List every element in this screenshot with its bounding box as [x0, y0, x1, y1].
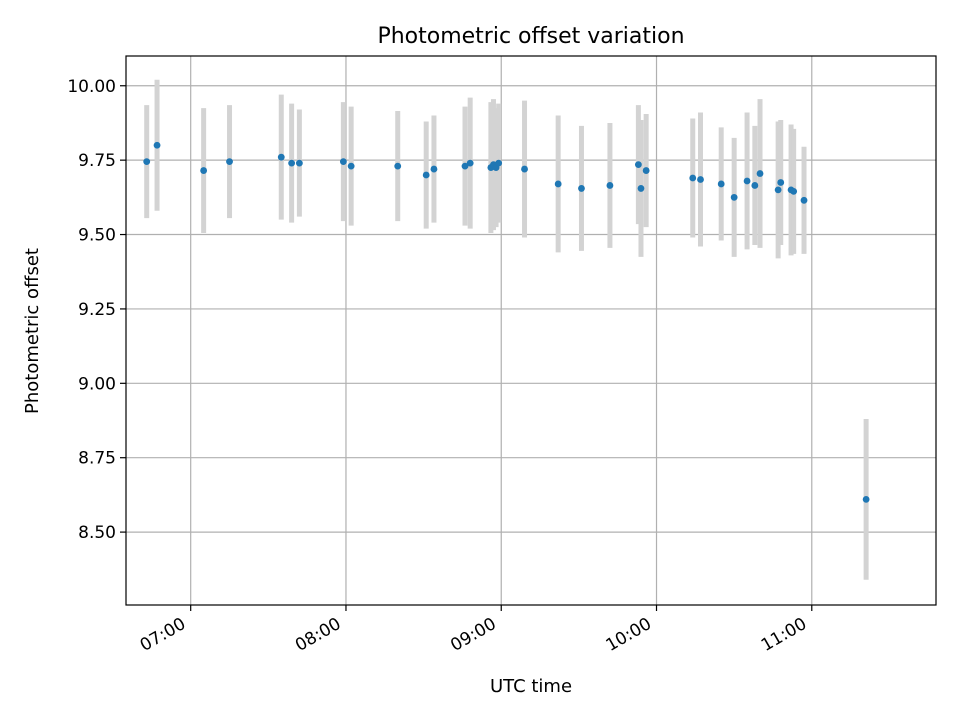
data-point: [777, 179, 785, 186]
data-point: [800, 196, 808, 204]
data-point: [689, 174, 697, 182]
data-point: [277, 153, 285, 161]
data-point: [461, 162, 469, 170]
data-point: [634, 161, 642, 169]
data-point: [339, 158, 347, 166]
y-tick-label: 9.25: [78, 300, 116, 320]
grid-layer: [126, 56, 936, 605]
data-point: [521, 165, 528, 173]
data-point: [143, 158, 151, 166]
y-tick-label: 8.50: [78, 523, 116, 543]
x-tick-label: 10:00: [603, 614, 655, 656]
data-point: [730, 193, 738, 201]
x-tick-layer: 07:00 08:00 09:00 10:00 11:00: [137, 605, 813, 656]
point-layer: [143, 141, 870, 503]
y-tick-layer: 8.50 8.75 9.00 9.25 9.50 9.75 10.00: [67, 77, 126, 543]
x-axis-label: UTC time: [490, 676, 572, 697]
data-point: [606, 182, 614, 189]
y-tick-label: 8.75: [78, 449, 116, 469]
data-point: [347, 162, 355, 170]
errorbar-layer: [144, 79, 869, 580]
data-point: [751, 182, 759, 189]
y-tick-label: 9.00: [78, 374, 116, 394]
data-point: [430, 165, 438, 173]
data-point: [422, 171, 430, 179]
data-point: [642, 167, 650, 174]
data-point: [862, 495, 870, 503]
data-point: [153, 141, 161, 149]
data-point: [466, 159, 474, 167]
data-point: [495, 159, 503, 167]
data-point: [774, 186, 782, 194]
data-point: [226, 158, 233, 166]
plot-frame: [125, 55, 937, 606]
data-point: [288, 159, 296, 167]
chart-title: Photometric offset variation: [377, 24, 684, 49]
data-point: [578, 185, 585, 192]
data-point: [717, 180, 725, 188]
x-tick-label: 07:00: [137, 614, 189, 656]
data-point: [394, 162, 402, 170]
data-point: [637, 185, 645, 192]
data-point: [743, 177, 751, 185]
data-point: [697, 176, 704, 183]
y-tick-label: 9.50: [78, 226, 116, 246]
x-tick-label: 11:00: [758, 614, 810, 656]
data-point: [200, 167, 208, 174]
data-point: [295, 159, 303, 167]
x-tick-label: 09:00: [447, 614, 499, 656]
data-point: [790, 187, 798, 195]
y-axis-label: Photometric offset: [22, 248, 43, 414]
data-point: [554, 180, 562, 188]
data-point: [756, 170, 764, 177]
x-tick-label: 08:00: [292, 614, 344, 656]
y-tick-label: 9.75: [78, 151, 116, 171]
y-tick-label: 10.00: [67, 77, 116, 97]
